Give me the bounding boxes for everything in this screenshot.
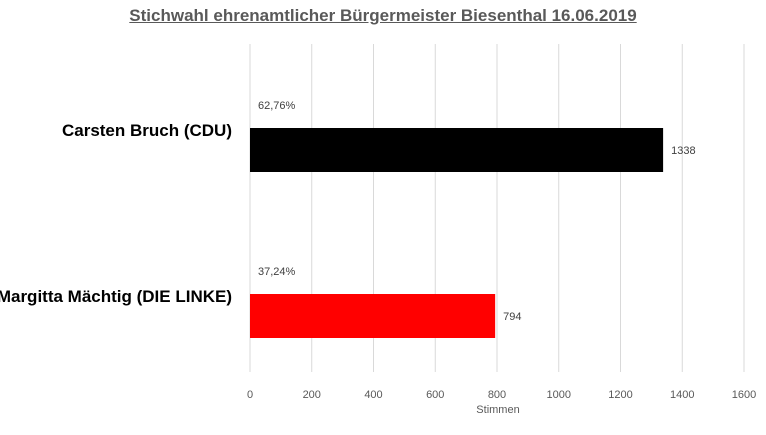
x-tick-label-1400: 1400 <box>670 389 694 401</box>
x-tick-label-800: 800 <box>488 389 506 401</box>
x-tick-label-1600: 1600 <box>732 389 756 401</box>
x-tick-label-1200: 1200 <box>608 389 632 401</box>
x-tick-label-400: 400 <box>364 389 382 401</box>
percent-label-2: 37,24% <box>258 266 296 278</box>
x-tick-label-0: 0 <box>247 389 253 401</box>
category-label-1: Carsten Bruch (CDU) <box>62 121 232 140</box>
bar-1 <box>250 128 664 172</box>
bar-2 <box>250 294 496 338</box>
category-label-2: Margitta Mächtig (DIE LINKE) <box>0 287 232 306</box>
value-label-2: 794 <box>503 311 521 323</box>
x-axis-title: Stimmen <box>476 404 520 416</box>
chart-title: Stichwahl ehrenamtlicher Bürgermeister B… <box>129 6 637 25</box>
x-tick-label-600: 600 <box>426 389 444 401</box>
value-label-1: 1338 <box>671 145 695 157</box>
x-tick-label-1000: 1000 <box>547 389 571 401</box>
x-tick-label-200: 200 <box>303 389 321 401</box>
percent-label-1: 62,76% <box>258 100 296 112</box>
